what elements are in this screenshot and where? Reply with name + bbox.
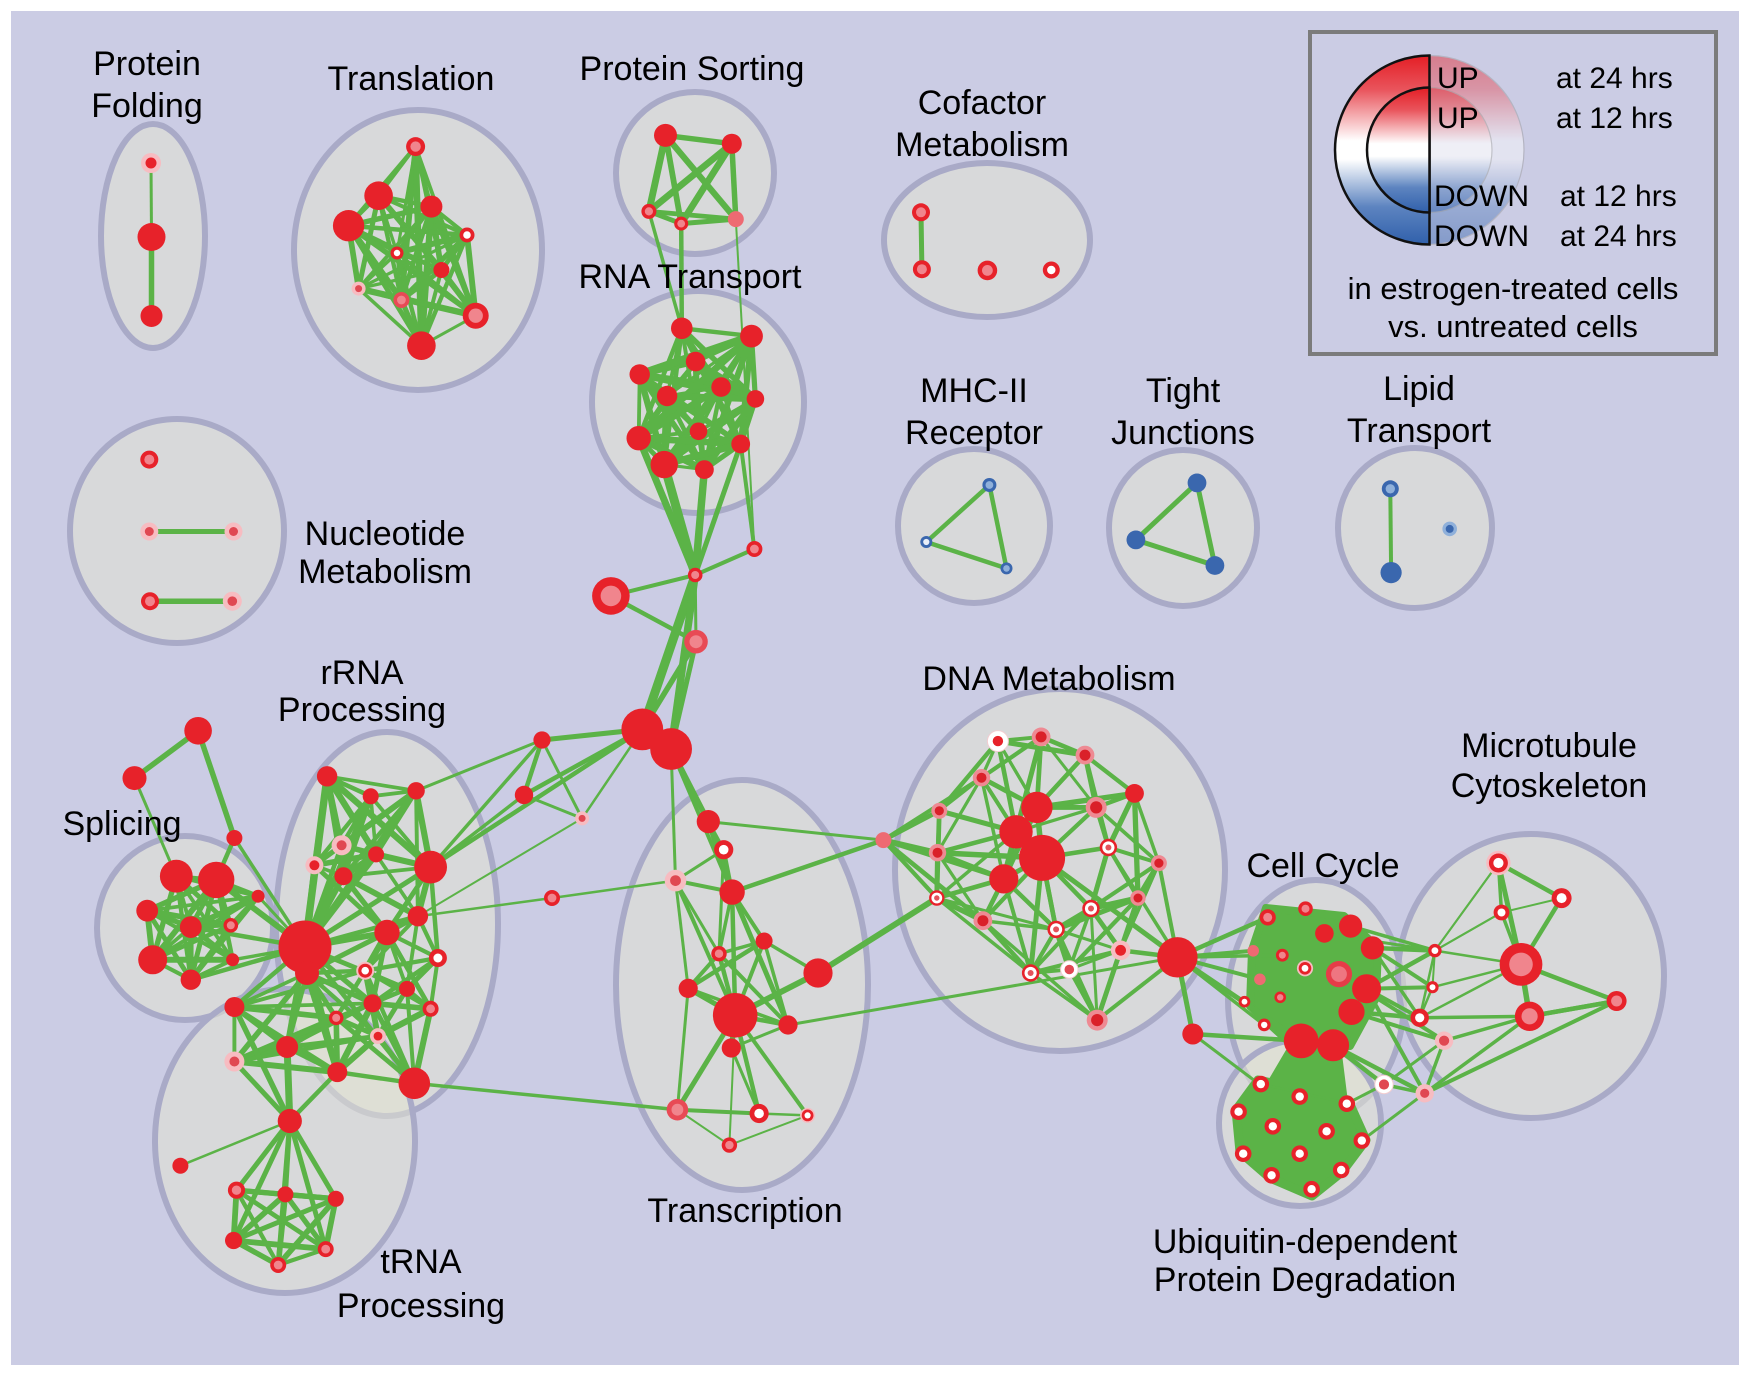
svg-text:Cytoskeleton: Cytoskeleton: [1451, 767, 1648, 805]
svg-text:Transcription: Transcription: [647, 1192, 842, 1230]
svg-text:Metabolism: Metabolism: [298, 553, 472, 591]
svg-text:in estrogen-treated cells: in estrogen-treated cells: [1348, 271, 1679, 306]
svg-text:Ubiquitin-dependent: Ubiquitin-dependent: [1153, 1223, 1458, 1261]
svg-text:vs. untreated cells: vs. untreated cells: [1388, 309, 1638, 344]
svg-text:UP: UP: [1437, 62, 1479, 95]
svg-text:Junctions: Junctions: [1111, 414, 1255, 452]
svg-text:rRNA: rRNA: [320, 654, 403, 692]
svg-text:at 12 hrs: at 12 hrs: [1556, 102, 1673, 135]
svg-text:MHC-II: MHC-II: [920, 372, 1028, 410]
svg-text:Transport: Transport: [1347, 412, 1492, 450]
svg-text:Nucleotide: Nucleotide: [305, 515, 466, 553]
svg-text:Cell Cycle: Cell Cycle: [1246, 847, 1399, 885]
svg-text:at 24 hrs: at 24 hrs: [1556, 62, 1673, 95]
svg-text:RNA Transport: RNA Transport: [579, 258, 803, 296]
svg-text:Protein: Protein: [93, 45, 201, 83]
svg-text:Tight: Tight: [1146, 372, 1221, 410]
svg-text:Metabolism: Metabolism: [895, 126, 1069, 164]
svg-text:Splicing: Splicing: [62, 805, 181, 843]
svg-text:DNA Metabolism: DNA Metabolism: [922, 660, 1175, 698]
svg-text:Receptor: Receptor: [905, 414, 1043, 452]
svg-text:Microtubule: Microtubule: [1461, 727, 1637, 765]
svg-text:at 12 hrs: at 12 hrs: [1560, 180, 1677, 213]
svg-text:Protein Degradation: Protein Degradation: [1154, 1261, 1456, 1299]
svg-text:UP: UP: [1437, 102, 1479, 135]
svg-text:at 24 hrs: at 24 hrs: [1560, 220, 1677, 253]
svg-text:Processing: Processing: [278, 691, 446, 729]
svg-text:Folding: Folding: [91, 87, 203, 125]
svg-text:Lipid: Lipid: [1383, 370, 1455, 408]
svg-text:Cofactor: Cofactor: [918, 84, 1047, 122]
svg-text:DOWN: DOWN: [1434, 180, 1529, 213]
svg-text:tRNA: tRNA: [380, 1243, 462, 1281]
svg-text:DOWN: DOWN: [1434, 220, 1529, 253]
svg-text:Processing: Processing: [337, 1287, 505, 1325]
svg-text:Translation: Translation: [328, 60, 495, 98]
svg-text:Protein Sorting: Protein Sorting: [580, 50, 805, 88]
